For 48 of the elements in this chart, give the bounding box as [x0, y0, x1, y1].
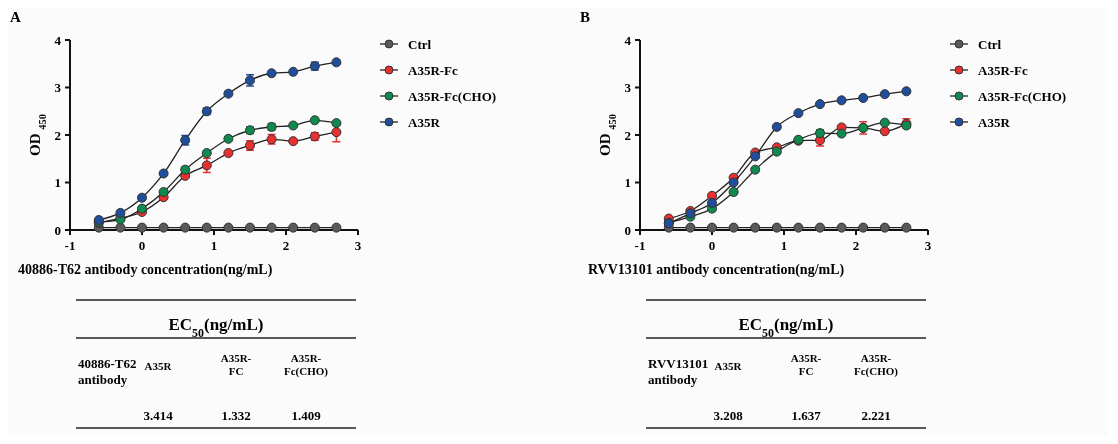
- text: A35R: [714, 360, 743, 372]
- legend-label: Ctrl: [978, 36, 1002, 52]
- text: A35R: [144, 360, 173, 372]
- y-tick-label: 0: [54, 222, 61, 238]
- text: 2.221: [861, 408, 891, 423]
- chart-title: B: [580, 9, 591, 25]
- x-tick-label: 0: [708, 238, 716, 253]
- legend-label: A35R: [978, 114, 1011, 130]
- legend-label: A35R-Fc(CHO): [408, 88, 497, 104]
- text: RVV13101 antibody: [648, 356, 709, 387]
- y-tick-label: 4: [54, 32, 62, 48]
- text: 3.208: [713, 408, 744, 423]
- y-tick-label: 4: [624, 32, 632, 48]
- y-tick-label: 0: [624, 222, 631, 238]
- x-tick-label: 1: [210, 238, 218, 253]
- legend-label: A35R-Fc(CHO): [978, 88, 1067, 104]
- x-tick-label: 0: [138, 238, 146, 253]
- x-tick-label: -1: [634, 238, 646, 253]
- x-axis-title: 40886-T62 antibody concentration(ng/mL): [18, 262, 273, 278]
- y-tick-label: 2: [624, 127, 631, 143]
- text: 1.637: [791, 408, 822, 423]
- x-tick-label: 3: [354, 238, 362, 253]
- legend-label: Ctrl: [408, 36, 432, 52]
- chart-title: A: [10, 9, 21, 25]
- y-tick-label: 3: [54, 80, 62, 96]
- x-tick-label: 2: [852, 238, 860, 253]
- x-tick-label: 2: [282, 238, 290, 253]
- y-tick-label: 2: [54, 127, 61, 143]
- text: A35R-FC: [790, 352, 822, 378]
- text: 1.332: [221, 408, 251, 423]
- text: EC$_{50}$(ng/mL): [168, 315, 264, 340]
- text: 3.414: [143, 408, 174, 423]
- text: A35R-Fc(CHO): [284, 352, 329, 379]
- text: EC$_{50}$(ng/mL): [738, 315, 834, 340]
- y-tick-label: 1: [624, 175, 631, 191]
- legend-label: A35R: [408, 114, 441, 130]
- text: A35R-FC: [220, 352, 252, 378]
- legend-label: A35R-Fc: [978, 62, 1029, 78]
- text: 40886-T62 antibody: [78, 356, 137, 387]
- y-tick-label: 1: [54, 175, 61, 191]
- x-axis-title: RVV13101 antibody concentration(ng/mL): [588, 262, 845, 278]
- legend-label: A35R-Fc: [408, 62, 459, 78]
- y-tick-label: 3: [624, 80, 632, 96]
- x-tick-label: 3: [924, 238, 932, 253]
- text: A35R-Fc(CHO): [854, 352, 899, 379]
- x-tick-label: -1: [64, 238, 76, 253]
- text: 1.409: [291, 408, 322, 423]
- x-tick-label: 1: [780, 238, 788, 253]
